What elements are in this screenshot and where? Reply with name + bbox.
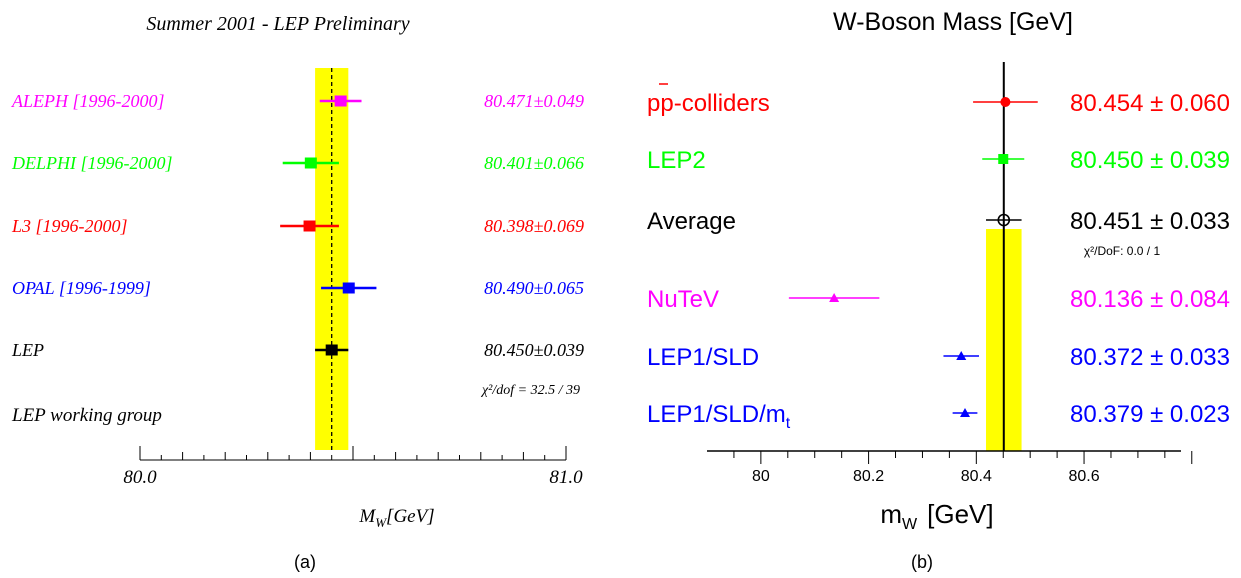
panel-a-marker-aleph: [334, 95, 347, 107]
panel-b-tick-label: 80.2: [853, 468, 884, 485]
panel-b-value-pp-colliders: 80.454 ± 0.060: [1070, 90, 1230, 117]
panel-b: W-Boson Mass [GeV] pp-colliders 80.454 ± …: [647, 8, 1230, 572]
panel-a: Summer 2001 - LEP Preliminary ALEPH [199…: [11, 13, 584, 572]
panel-b-tick-label: 80: [752, 468, 770, 485]
panel-b-label-lep1-sld: LEP1/SLD: [647, 344, 759, 371]
panel-b-value-nutev: 80.136 ± 0.084: [1070, 286, 1230, 313]
panel-a-label-l3: L3 [1996-2000]: [11, 216, 128, 236]
panel-a-label-delphi: DELPHI [1996-2000]: [11, 153, 173, 173]
panel-b-marks: pp-colliders 80.454 ± 0.060 LEP2 80.450 ± 0…: [647, 83, 1230, 432]
panel-a-value-l3: 80.398±0.069: [484, 216, 584, 236]
panel-b-label-nutev: NuTeV: [647, 286, 719, 313]
panel-b-marker-pp-colliders: [1000, 97, 1011, 107]
panel-a-marker-l3: [303, 220, 316, 232]
panel-a-xlabel: MW[GeV]: [358, 506, 434, 530]
panel-b-marker-nutev: [829, 293, 840, 302]
panel-b-band-layer: [986, 62, 1022, 451]
panel-b-marker-lep1-sld-m: [960, 408, 971, 417]
panel-a-x-axis: 80.0 81.0: [123, 446, 583, 488]
panel-b-tick-label: 80.4: [961, 468, 992, 485]
panel-a-marker-opal: [342, 282, 355, 294]
panel-b-value-lep1-sld-m: 80.379 ± 0.023: [1070, 401, 1230, 428]
panel-b-tick-label: 80.6: [1068, 468, 1099, 485]
panel-b-value-lep1-sld: 80.372 ± 0.033: [1070, 344, 1230, 371]
panel-b-label-pp-colliders: pp-colliders: [647, 90, 770, 117]
panel-a-value-delphi: 80.401±0.066: [484, 153, 584, 173]
panel-b-marker-average: [997, 213, 1011, 227]
panel-a-label-lep: LEP: [11, 340, 44, 360]
panel-b-chi2: χ²/DoF: 0.0 / 1: [1084, 244, 1161, 258]
panel-a-marker-delphi: [304, 157, 317, 169]
panel-b-value-lep2: 80.450 ± 0.039: [1070, 147, 1230, 174]
panel-b-label: (b): [911, 552, 933, 572]
panel-a-value-opal: 80.490±0.065: [484, 278, 584, 298]
panel-b-label-lep2: LEP2: [647, 147, 706, 174]
panel-b-label-lep1-sld-m: LEP1/SLD/mt: [647, 401, 791, 432]
panel-a-label: (a): [294, 552, 316, 572]
panel-b-title: W-Boson Mass [GeV]: [833, 8, 1073, 36]
panel-b-value-average: 80.451 ± 0.033: [1070, 208, 1230, 235]
panel-a-marker-lep: [325, 344, 338, 356]
panel-b-marker-lep2: [998, 154, 1009, 164]
panel-a-title: Summer 2001 - LEP Preliminary: [146, 13, 409, 35]
panel-a-marks: ALEPH [1996-2000] 80.471±0.049 DELPHI [199…: [11, 91, 584, 360]
panel-a-label-aleph: ALEPH [1996-2000]: [11, 91, 165, 111]
panel-b-xlabel: mW [GeV]: [880, 499, 993, 533]
panel-a-value-aleph: 80.471±0.049: [484, 91, 584, 111]
panel-b-x-axis: 80 80.2 80.4 80.6: [707, 450, 1193, 485]
panel-a-label-opal: OPAL [1996-1999]: [12, 278, 151, 298]
panel-a-value-lep: 80.450±0.039: [484, 340, 584, 360]
panel-a-footer-note: LEP working group: [11, 405, 162, 426]
panel-a-chi2: χ²/dof = 32.5 / 39: [480, 383, 580, 398]
panel-a-tick-label: 80.0: [123, 467, 157, 488]
panel-b-label-average: Average: [647, 208, 736, 235]
panel-a-band-layer: [315, 68, 349, 450]
panel-a-tick-label: 81.0: [549, 467, 583, 488]
panel-b-marker-lep1-sld: [956, 351, 967, 360]
